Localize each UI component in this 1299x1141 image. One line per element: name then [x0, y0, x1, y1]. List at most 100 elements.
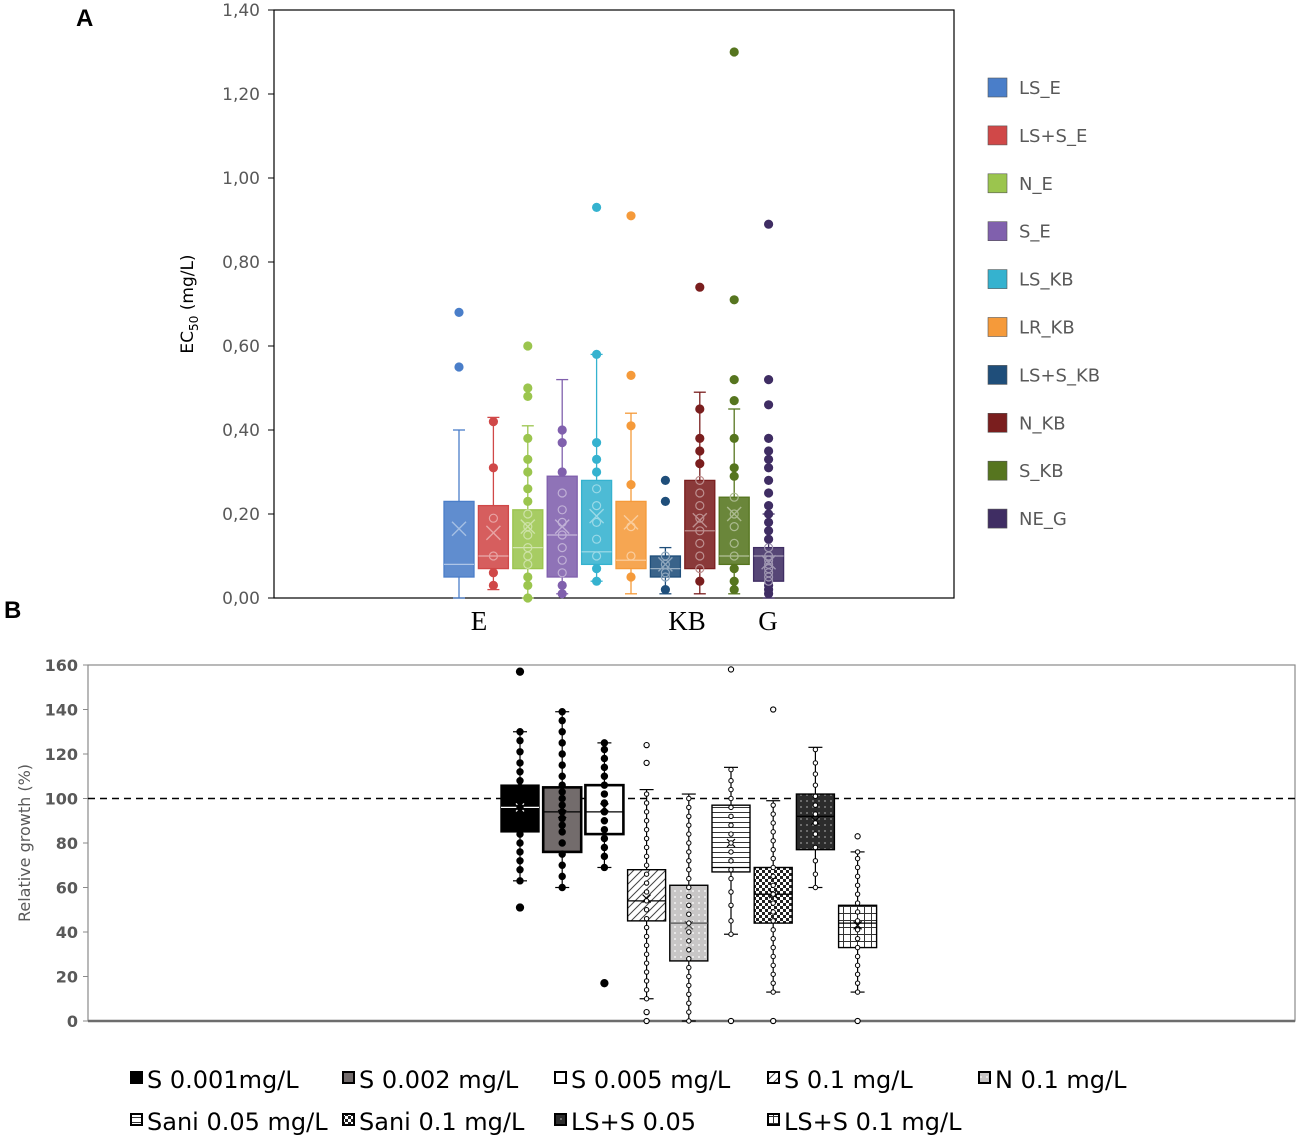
- data-point: [600, 772, 609, 780]
- data-point: [729, 295, 739, 305]
- data-point: [558, 772, 566, 780]
- data-point: [660, 572, 671, 582]
- mean-marker: [485, 525, 501, 541]
- data-point: [770, 855, 776, 862]
- data-point: [643, 924, 650, 931]
- data-point: [686, 884, 692, 891]
- data-point: [695, 576, 705, 586]
- data-point: [770, 811, 776, 817]
- data-point: [854, 855, 861, 862]
- data-point: [763, 526, 774, 536]
- data-point: [558, 750, 566, 758]
- data-point: [643, 907, 650, 913]
- y-tick-label: 0,20: [222, 505, 260, 525]
- data-point: [558, 788, 566, 796]
- data-point: [454, 362, 464, 372]
- legend-swatch: [130, 1113, 143, 1126]
- data-point: [763, 501, 774, 511]
- box: [649, 555, 682, 578]
- data-point: [728, 778, 734, 784]
- data-point: [660, 584, 671, 595]
- box: [580, 479, 613, 566]
- data-point: [643, 942, 650, 949]
- data-point: [686, 875, 692, 882]
- legend-swatch: [987, 173, 1008, 194]
- data-point: [854, 873, 861, 880]
- y-tick-label: 1,20: [222, 85, 260, 105]
- y-tick-label: 0,40: [222, 421, 260, 441]
- legend-label: N 0.1 mg/L: [995, 1066, 1127, 1094]
- data-point: [643, 978, 650, 984]
- legend-label: NE_G: [1019, 509, 1067, 530]
- box: [626, 869, 667, 922]
- data-point: [600, 808, 609, 816]
- data-point: [686, 929, 692, 935]
- legend-label: LS+S_E: [1019, 126, 1087, 147]
- legend-swatch: [987, 412, 1008, 433]
- group-label: KB: [668, 606, 706, 636]
- data-point: [812, 782, 819, 788]
- data-point: [812, 793, 819, 799]
- chart-b: 0 20 40 60 80 100 120 140 160 Relative growth (%)…: [15, 656, 1296, 1136]
- data-point: [686, 840, 692, 846]
- data-point: [728, 889, 734, 895]
- panel-b-label: B: [4, 597, 21, 624]
- outlier-point: [643, 741, 650, 749]
- data-point: [728, 902, 734, 908]
- data-point: [516, 877, 524, 885]
- data-point: [770, 873, 776, 880]
- data-point: [686, 973, 692, 980]
- legend-label: LS_KB: [1019, 270, 1074, 291]
- data-point: [812, 802, 819, 808]
- data-point: [770, 864, 776, 871]
- outlier-point: [643, 1008, 650, 1016]
- data-point: [854, 864, 861, 871]
- data-point: [643, 835, 650, 842]
- y-tick-label: 20: [56, 968, 78, 987]
- data-point: [770, 989, 776, 995]
- data-point: [626, 211, 636, 221]
- data-point: [523, 572, 533, 582]
- y-tick-label: 1,00: [222, 169, 260, 189]
- data-point: [643, 996, 650, 1002]
- group-label: G: [758, 606, 778, 636]
- data-point: [695, 501, 705, 511]
- legend-swatch: [987, 269, 1008, 289]
- outlier-point: [515, 667, 525, 676]
- data-point: [591, 484, 602, 494]
- data-point: [728, 858, 734, 864]
- data-point: [558, 728, 566, 736]
- data-point: [695, 513, 705, 523]
- data-point: [812, 820, 819, 826]
- data-point: [600, 745, 609, 754]
- data-point: [557, 425, 567, 435]
- data-point: [591, 517, 602, 528]
- data-point: [812, 746, 819, 753]
- data-point: [686, 938, 692, 944]
- legend-swatch: [342, 1113, 355, 1126]
- legend-swatch: [978, 1071, 991, 1084]
- legend-swatch: [987, 77, 1008, 98]
- data-point: [516, 803, 524, 812]
- data-point: [854, 882, 861, 888]
- y-tick-label: 100: [45, 790, 78, 809]
- data-point: [763, 446, 774, 456]
- data-point: [728, 786, 734, 793]
- data-point: [600, 739, 609, 747]
- y-tick-label: 0,00: [222, 589, 260, 609]
- data-point: [763, 488, 774, 498]
- data-point: [686, 813, 692, 819]
- outlier-point: [643, 1017, 650, 1025]
- data-point: [643, 809, 650, 815]
- legend-label: S 0.001mg/L: [147, 1066, 299, 1094]
- data-point: [686, 822, 692, 828]
- data-point: [557, 517, 567, 528]
- data-point: [686, 893, 692, 900]
- data-point: [728, 931, 734, 937]
- data-point: [729, 471, 739, 481]
- data-point: [812, 771, 819, 777]
- data-point: [695, 538, 705, 549]
- data-point: [695, 475, 705, 485]
- data-point: [488, 463, 498, 473]
- data-point: [686, 831, 692, 837]
